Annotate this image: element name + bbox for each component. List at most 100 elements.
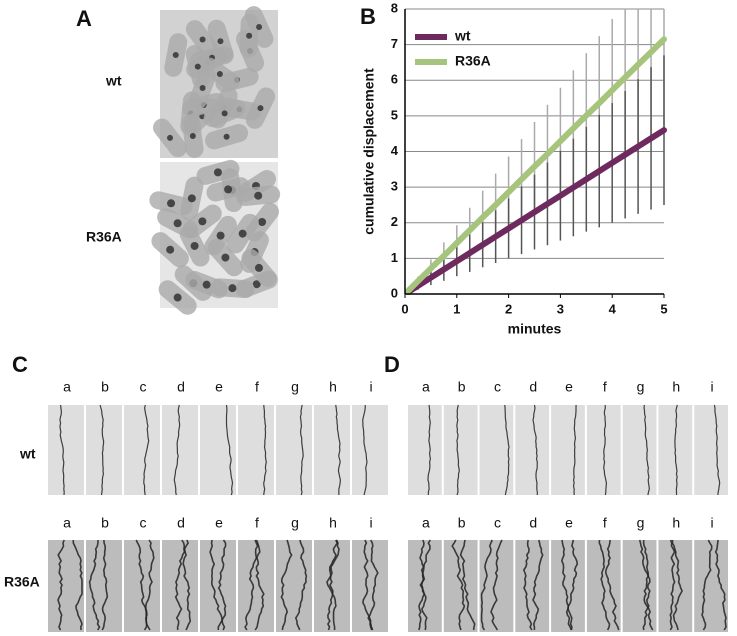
- column-label: i: [711, 379, 714, 395]
- column-label: f: [603, 515, 607, 531]
- kymograph: [515, 405, 550, 495]
- nucleoid: [166, 245, 175, 254]
- nucleoid: [216, 70, 223, 77]
- column-label: e: [565, 379, 573, 395]
- nucleoid: [246, 32, 253, 39]
- column-label: c: [494, 379, 501, 395]
- kymograph: [200, 405, 236, 495]
- column-label: f: [603, 379, 607, 395]
- kymograph: [408, 540, 442, 632]
- track: [572, 404, 577, 496]
- track: [604, 539, 620, 631]
- nucleoid: [187, 194, 196, 203]
- nucleoid: [167, 134, 174, 141]
- kymograph: [276, 540, 312, 632]
- nucleoid: [167, 199, 176, 208]
- column-label: a: [422, 379, 430, 395]
- column-label: b: [101, 379, 109, 395]
- track: [560, 539, 573, 631]
- track: [669, 539, 676, 631]
- track: [280, 539, 293, 631]
- column-label: i: [369, 379, 372, 395]
- column-label: b: [458, 379, 466, 395]
- nucleoid: [216, 231, 225, 240]
- track: [244, 539, 259, 631]
- column-label: e: [565, 515, 573, 531]
- track: [603, 404, 608, 496]
- nucleoid: [217, 38, 224, 45]
- track: [638, 539, 654, 631]
- column-label: d: [529, 379, 537, 395]
- track: [642, 539, 651, 631]
- x-tick-label: 4: [609, 301, 617, 316]
- kymograph: [48, 405, 84, 495]
- y-tick-label: 3: [391, 179, 398, 194]
- nucleoid: [213, 168, 222, 177]
- track: [362, 404, 368, 496]
- track: [480, 539, 493, 631]
- column-label: g: [637, 515, 645, 531]
- y-tick-label: 2: [391, 214, 398, 229]
- kymograph: [551, 405, 585, 495]
- kymograph: [694, 540, 728, 632]
- column-label: e: [215, 379, 223, 395]
- track: [451, 539, 466, 631]
- column-label: h: [672, 379, 680, 395]
- x-tick-label: 2: [505, 301, 512, 316]
- kymograph: [352, 405, 388, 495]
- track: [326, 539, 340, 630]
- row-label: R36A: [86, 229, 122, 245]
- track: [294, 539, 308, 631]
- kymograph: [515, 540, 550, 632]
- track: [174, 539, 186, 631]
- track: [225, 404, 234, 496]
- column-label: a: [63, 515, 71, 531]
- y-axis-label: cumulative displacement: [361, 68, 377, 235]
- x-tick-label: 5: [660, 301, 667, 316]
- nucleoid: [194, 63, 201, 70]
- nucleoid: [173, 293, 182, 302]
- track: [504, 404, 510, 496]
- nucleoid: [228, 284, 237, 293]
- track: [173, 404, 181, 496]
- track: [143, 404, 150, 496]
- nucleoid: [257, 105, 264, 112]
- track: [459, 539, 476, 631]
- kymograph: [622, 405, 657, 495]
- nucleoid: [221, 110, 228, 117]
- row-label: R36A: [4, 574, 40, 590]
- nucleoid: [256, 24, 263, 31]
- y-tick-label: 0: [391, 285, 398, 300]
- x-tick-label: 0: [401, 301, 408, 316]
- nucleoid: [190, 241, 199, 250]
- track: [532, 404, 538, 495]
- track: [674, 404, 678, 495]
- track: [263, 404, 267, 496]
- kymograph: [162, 405, 198, 495]
- series-line: [405, 127, 667, 295]
- column-label: a: [422, 515, 430, 531]
- track: [419, 539, 431, 631]
- kymograph: [200, 540, 236, 632]
- track: [362, 539, 373, 631]
- column-label: c: [494, 515, 501, 531]
- column-label: i: [711, 515, 714, 531]
- nucleoid: [254, 263, 263, 272]
- track: [714, 539, 727, 631]
- track: [217, 539, 227, 630]
- track: [59, 404, 65, 496]
- track: [643, 404, 650, 496]
- micrograph: [149, 159, 281, 315]
- nucleoid: [221, 253, 230, 262]
- row-label: wt: [105, 73, 122, 89]
- track: [254, 539, 265, 631]
- column-label: g: [291, 379, 299, 395]
- y-tick-label: 1: [391, 250, 398, 265]
- nucleoid: [202, 280, 211, 289]
- track: [490, 539, 503, 631]
- kymograph: [276, 405, 312, 495]
- panel-label: A: [76, 6, 92, 31]
- track: [367, 539, 379, 631]
- column-label: e: [215, 515, 223, 531]
